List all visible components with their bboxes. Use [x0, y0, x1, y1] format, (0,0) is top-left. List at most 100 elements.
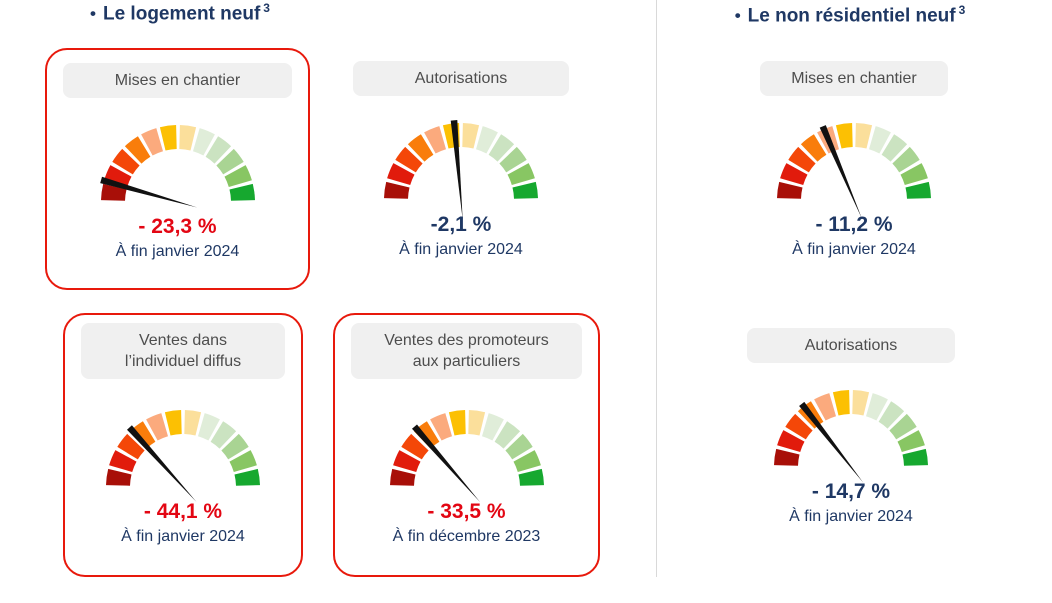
gauge-chart — [99, 125, 255, 208]
gauge-segment — [229, 184, 255, 201]
gauge-date: À fin janvier 2024 — [121, 528, 245, 546]
gauge-segment — [400, 434, 429, 460]
gauge-segment — [387, 163, 415, 186]
gauge-segment — [424, 126, 446, 154]
gauge-segment — [855, 123, 873, 149]
gauge-segment — [117, 434, 145, 460]
gauge-segment — [124, 136, 150, 164]
gauge-segment — [488, 134, 515, 162]
gauge-segment — [229, 450, 257, 473]
gauge-needle — [819, 125, 862, 219]
gauge-segment — [198, 413, 220, 441]
gauge-card-logement-mises-en-chantier: Mises en chantier - 23,3 % À fin janvier… — [45, 48, 310, 290]
gauge-card-ventes-individuel-diffus: Ventes dans l’individuel diffus - 44,1 %… — [63, 313, 303, 577]
gauge-needle — [99, 176, 197, 208]
gauge-segment — [210, 421, 237, 449]
gauge-segment — [800, 134, 827, 162]
gauge-segment — [384, 182, 410, 199]
section-divider — [656, 0, 657, 577]
gauge-value: - 11,2 % — [815, 213, 893, 237]
gauge-value: - 44,1 % — [143, 500, 223, 524]
gauge-label-pill: Mises en chantier — [760, 61, 948, 97]
gauge-label-pill: Autorisations — [747, 328, 955, 364]
gauge-value: -2,1 % — [430, 213, 492, 237]
bullet-icon: • — [90, 4, 96, 24]
gauge-segment — [507, 163, 535, 186]
gauge-segment — [407, 134, 434, 162]
gauge-segment — [780, 163, 808, 186]
gauge-segment — [178, 125, 196, 151]
gauge-chart — [774, 390, 928, 483]
gauge-segment — [192, 128, 215, 156]
gauge-segment — [111, 149, 140, 175]
gauge-value: - 23,3 % — [138, 215, 217, 239]
gauge-segment — [777, 182, 803, 199]
gauge-needle — [411, 424, 480, 503]
gauge-segment — [512, 182, 538, 199]
gauge-segment — [429, 413, 452, 441]
gauge-segment — [476, 126, 498, 154]
gauge-segment — [159, 125, 177, 151]
gauge-segment — [869, 126, 891, 154]
gauge-date: À fin janvier 2024 — [792, 241, 916, 259]
gauge-segment — [878, 401, 905, 429]
gauge-segment — [494, 421, 520, 449]
gauge-segment — [389, 469, 415, 486]
gauge-card-ventes-promoteurs-particuliers: Ventes des promoteurs aux particuliers -… — [333, 313, 600, 577]
gauge-segment — [109, 450, 137, 473]
gauge-card-nonres-mises-en-chantier: Mises en chantier - 11,2 % À fin janvier… — [744, 48, 964, 290]
bullet-icon: • — [734, 6, 741, 26]
gauge-card-logement-autorisations: Autorisations -2,1 % À fin janvier 2024 — [337, 48, 585, 290]
gauge-segment — [140, 128, 163, 156]
gauge-segment — [788, 147, 816, 173]
gauge-segment — [902, 449, 928, 466]
gauge-date: À fin janvier 2024 — [399, 241, 523, 259]
gauge-segment — [785, 414, 813, 440]
gauge-segment — [518, 469, 544, 486]
gauge-segment — [184, 410, 202, 436]
gauge-date: À fin janvier 2024 — [115, 243, 240, 261]
gauge-chart — [106, 410, 260, 503]
gauge-segment — [106, 469, 132, 486]
gauge-segment — [221, 434, 249, 460]
footnote-ref: 3 — [958, 3, 966, 17]
gauge-label-line2: l’individuel diffus — [124, 353, 242, 371]
gauge-segment — [462, 123, 480, 149]
gauge-segment — [881, 134, 908, 162]
gauge-label-pill: Ventes des promoteurs aux particuliers — [351, 323, 582, 380]
section-title-text: Le non résidentiel neuf — [747, 5, 956, 27]
gauge-segment — [832, 390, 850, 416]
gauge-needle — [127, 425, 197, 503]
gauge-segment — [900, 163, 928, 186]
gauge-segment — [395, 147, 423, 173]
gauge-segment — [224, 165, 252, 188]
gauge-label: Mises en chantier — [791, 70, 917, 87]
section-title-text: Le logement neuf — [102, 3, 261, 25]
gauge-segment — [852, 390, 870, 416]
gauge-label-line1: Ventes des promoteurs — [384, 332, 549, 349]
gauge-segment — [164, 410, 182, 436]
gauge-segment — [513, 450, 541, 473]
gauge-label: Autorisations — [414, 70, 508, 87]
gauge-segment — [905, 182, 931, 199]
gauge-segment — [234, 469, 260, 486]
gauge-chart — [389, 410, 544, 503]
gauge-label-line2: aux particuliers — [412, 353, 521, 371]
gauge-segment — [413, 421, 439, 449]
gauge-date: À fin janvier 2024 — [789, 508, 913, 526]
gauge-segment — [777, 430, 805, 453]
gauge-segment — [215, 149, 244, 175]
gauge-segment — [205, 136, 231, 164]
gauge-segment — [889, 414, 917, 440]
section-title-logement-neuf: • Le logement neuf 3 — [45, 1, 315, 25]
gauge-segment — [504, 434, 533, 460]
gauge-label: Mises en chantier — [114, 72, 241, 89]
gauge-value: - 14,7 % — [811, 480, 891, 504]
gauge-segment — [129, 421, 156, 449]
gauge-segment — [835, 123, 853, 149]
gauge-segment — [467, 410, 485, 436]
section-title-non-residentiel-neuf: • Le non résidentiel neuf 3 — [700, 3, 1000, 27]
gauge-segment — [448, 410, 466, 436]
gauge-chart — [384, 120, 538, 221]
